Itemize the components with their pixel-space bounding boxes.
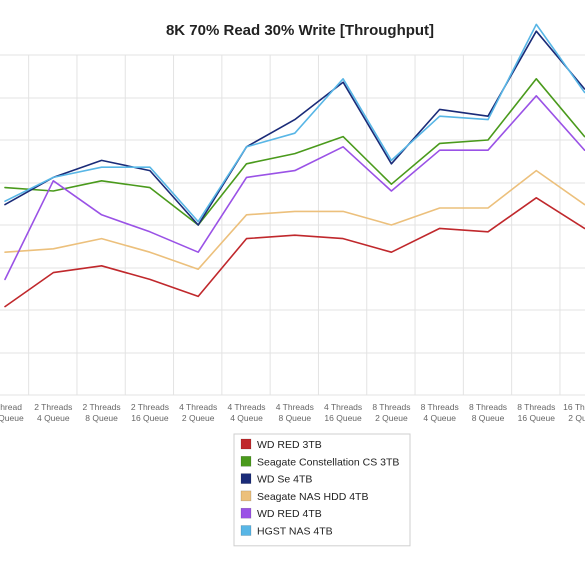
series-line-1 (4, 197, 585, 308)
x-tick-label: 8 Threads 16 Queue (517, 402, 555, 423)
legend-swatch (240, 456, 252, 467)
series-line-2 (4, 78, 585, 226)
legend-swatch (240, 473, 252, 484)
x-tick-label: 2 Threads 16 Queue (131, 402, 169, 423)
legend-label: Seagate Constellation CS 3TB (257, 456, 399, 468)
x-tick-label: 8 Threads 2 Queue (372, 402, 410, 423)
x-tick-label: 8 Threads 4 Queue (421, 402, 459, 423)
x-tick-label: 1 Thread16 Queue (0, 402, 24, 423)
x-tick-label: 2 Threads 4 Queue (34, 402, 72, 423)
series-line-5 (4, 95, 585, 281)
legend-box (233, 433, 411, 547)
legend-swatch (240, 525, 252, 536)
legend: WD RED 3TB Seagate Constellation CS 3TB WD… (233, 433, 411, 547)
legend-label: HGST NAS 4TB (257, 526, 333, 538)
legend-swatch (240, 438, 252, 450)
legend-label: Seagate NAS HDD 4TB (257, 491, 368, 503)
series-line-6 (4, 23, 585, 223)
x-tick-label: 4 Threads 4 Queue (227, 402, 265, 423)
x-tick-label: 4 Threads 8 Queue (276, 402, 314, 423)
x-tick-label: 8 Threads 8 Queue (469, 402, 507, 423)
legend-label: WD RED 4TB (257, 508, 322, 520)
legend-label: WD RED 3TB (257, 439, 322, 451)
series-lines (4, 23, 585, 308)
chart-title: 8K 70% Read 30% Write [Throughput] (166, 22, 434, 39)
x-tick-label: 4 Threads 16 Queue (324, 402, 362, 423)
legend-swatch (240, 507, 252, 519)
legend-label: WD Se 4TB (257, 474, 312, 486)
x-tick-label: 4 Threads 2 Queue (179, 402, 217, 423)
grid (0, 54, 585, 396)
series-line-4 (4, 169, 585, 271)
x-tick-label: 2 Threads 8 Queue (83, 402, 121, 423)
series-line-3 (4, 30, 585, 226)
legend-swatch (240, 490, 252, 502)
